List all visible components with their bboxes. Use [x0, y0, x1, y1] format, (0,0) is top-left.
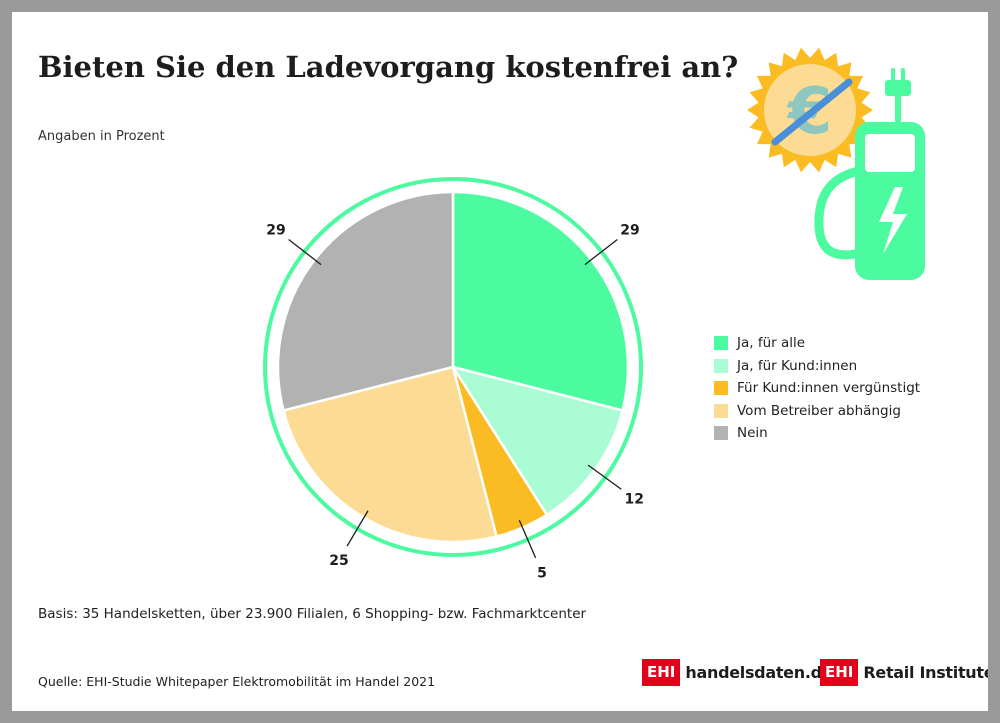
- legend-item-4: Nein: [714, 422, 920, 445]
- pie-leader-2: [518, 520, 537, 559]
- logo2-box: EHI: [820, 659, 859, 686]
- pie-value-label-0: 29: [620, 223, 639, 239]
- legend-item-2: Für Kund:innen vergünstigt: [714, 377, 920, 400]
- logo-retail-institute: EHI Retail Institute®: [820, 659, 988, 686]
- basis-note: Basis: 35 Handelsketten, über 23.900 Fil…: [38, 606, 587, 622]
- pie-outer-ring: [263, 177, 643, 557]
- pie-leader-3: [346, 510, 369, 547]
- pie-leader-4: [288, 239, 322, 266]
- chart-title: Bieten Sie den Ladevorgang kostenfrei an…: [38, 50, 739, 84]
- lightning-bolt-icon: [879, 187, 907, 254]
- legend-label: Für Kund:innen vergünstigt: [737, 380, 921, 397]
- pie-leader-0: [584, 239, 618, 266]
- legend-swatch: [714, 358, 728, 373]
- legend-label: Ja, für alle: [737, 335, 806, 352]
- legend-item-1: Ja, für Kund:innen: [714, 355, 920, 378]
- legend-label: Nein: [737, 425, 768, 442]
- logo1-text: handelsdaten.de: [685, 663, 833, 682]
- strike-through-icon: [771, 78, 853, 146]
- chart-subtitle: Angaben in Prozent: [38, 129, 165, 144]
- cable-icon: [814, 167, 860, 260]
- legend-label: Ja, für Kund:innen: [737, 357, 858, 374]
- pie-leader-1: [587, 464, 622, 490]
- chart-frame: Bieten Sie den Ladevorgang kostenfrei an…: [12, 12, 988, 711]
- legend-swatch: [714, 426, 728, 441]
- logo-handelsdaten: EHI handelsdaten.de: [642, 659, 833, 686]
- legend-swatch: [714, 336, 728, 351]
- legend-swatch: [714, 381, 728, 396]
- legend-item-3: Vom Betreiber abhängig: [714, 400, 920, 423]
- pie-chart: 29 12 5 25 29: [263, 177, 644, 582]
- logo2-text: Retail Institute®: [863, 663, 988, 682]
- pie-value-label-3: 25: [329, 553, 348, 569]
- pie-value-label-2: 5: [537, 566, 547, 582]
- logo2-name: Retail Institute: [863, 663, 988, 682]
- plug-icon: [885, 80, 911, 96]
- legend: Ja, für alle Ja, für Kund:innen Für Kund:i…: [714, 332, 920, 445]
- legend-item-0: Ja, für alle: [714, 332, 920, 355]
- legend-label: Vom Betreiber abhängig: [737, 402, 901, 419]
- pie-value-label-1: 12: [624, 492, 643, 508]
- logo1-box: EHI: [642, 659, 681, 686]
- source-note: Quelle: EHI-Studie Whitepaper Elektromob…: [38, 674, 436, 689]
- legend-swatch: [714, 403, 728, 418]
- pie-value-label-4: 29: [266, 223, 285, 239]
- station-screen-icon: [865, 134, 915, 172]
- charging-station-no-euro-icon: €: [747, 47, 925, 280]
